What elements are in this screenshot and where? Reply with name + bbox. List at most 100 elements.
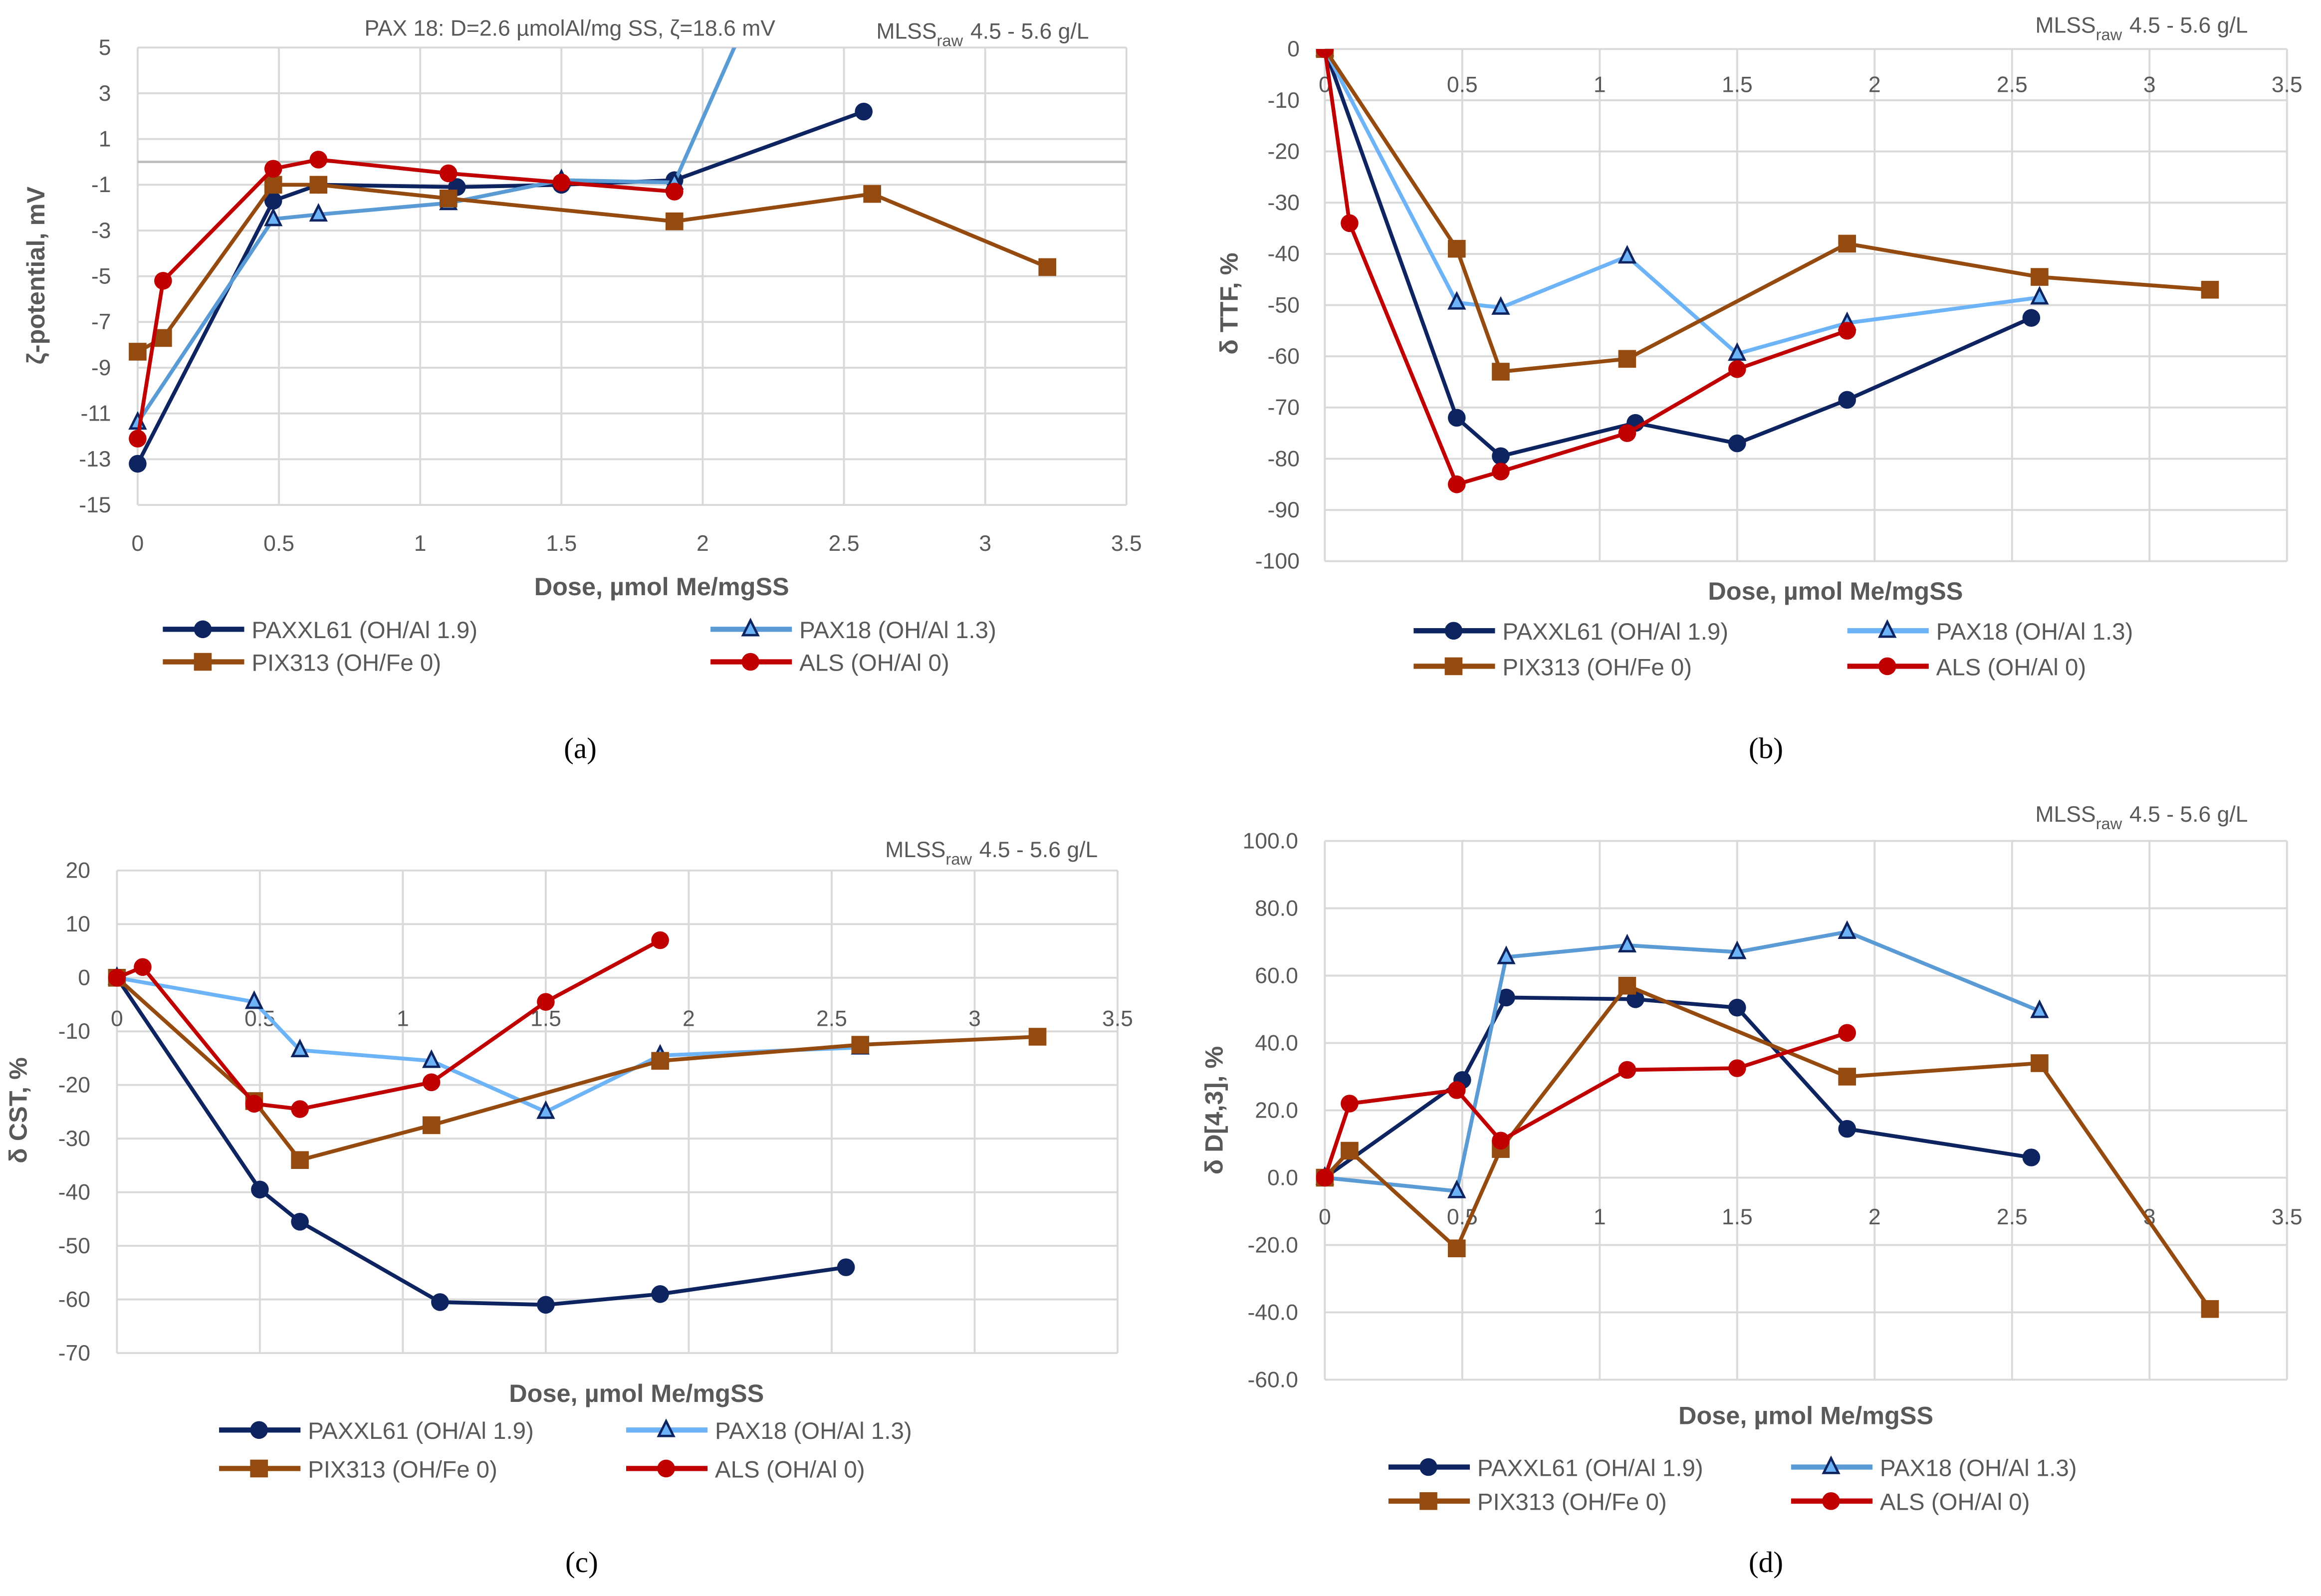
data-point (1447, 291, 1466, 310)
data-point (1316, 49, 1334, 58)
data-point (431, 1293, 449, 1311)
data-point (1728, 998, 1746, 1017)
x-axis-label: Dose, µmol Me/mgSS (1708, 577, 1963, 605)
y-tick-label: 60.0 (1255, 963, 1298, 988)
x-tick-label: 3.5 (2272, 72, 2303, 97)
legend-marker (1419, 1458, 1437, 1476)
data-point (422, 1116, 441, 1135)
legend-label: PIX313 (OH/Fe 0) (308, 1456, 497, 1483)
data-point (1341, 1095, 1359, 1113)
y-axis-label: δ CST, % (3, 1057, 32, 1163)
data-point (665, 212, 684, 230)
data-point (1497, 988, 1515, 1007)
data-point (244, 990, 264, 1009)
legend-label: ALS (OH/Al 0) (1936, 654, 2087, 681)
legend-label: PAXXL61 (OH/Al 1.9) (1477, 1455, 1703, 1481)
x-axis-label: Dose, µmol Me/mgSS (534, 572, 789, 601)
legend-marker (194, 620, 212, 639)
x-tick-label: 3.5 (2272, 1205, 2303, 1229)
data-point (851, 1036, 870, 1054)
x-axis-label: Dose, µmol Me/mgSS (509, 1379, 764, 1407)
data-point (1728, 360, 1746, 378)
y-tick-label: 20.0 (1255, 1098, 1298, 1123)
data-point (2201, 1300, 2219, 1318)
legend-marker (1419, 1492, 1437, 1510)
mlss-subscript: raw (2096, 814, 2122, 833)
data-point (129, 430, 147, 448)
series-line-pix313 (1323, 983, 2212, 1310)
x-tick-label: 0 (111, 1006, 123, 1031)
x-tick-label: 0 (1319, 1205, 1331, 1229)
y-tick-label: 5 (99, 35, 111, 60)
legend-label: PAX18 (OH/Al 1.3) (715, 1418, 912, 1444)
x-tick-label: 1.5 (546, 531, 577, 556)
data-point (665, 183, 684, 201)
plot-area (128, 47, 1057, 473)
data-point (651, 1285, 669, 1303)
data-point (2030, 286, 2049, 305)
series-line-pax18 (116, 976, 861, 1114)
data-point (1618, 350, 1636, 368)
y-tick-label: 10 (65, 912, 90, 936)
series-line-paxxl61 (115, 976, 847, 1307)
legend-marker (1822, 1455, 1841, 1474)
data-point (251, 1180, 269, 1199)
data-point (855, 102, 873, 121)
legend-marker (657, 1418, 676, 1437)
mlss-label: MLSS (885, 838, 945, 862)
mlss-subscript: raw (2096, 25, 2122, 43)
legend-marker (1444, 622, 1463, 640)
series-line-pax18 (136, 47, 736, 424)
chart-title: PAX 18: D=2.6 µmolAl/mg SS, ζ=18.6 mV (364, 16, 775, 41)
y-tick-label: -1 (91, 173, 111, 197)
x-tick-label: 1 (1594, 1205, 1606, 1229)
legend-label: ALS (OH/Al 0) (1880, 1489, 2030, 1516)
data-point (1447, 1179, 1466, 1198)
series-line-paxxl61 (1324, 995, 2032, 1179)
legend-marker (1822, 1492, 1840, 1510)
y-tick-label: 0 (1287, 37, 1300, 61)
data-point (1838, 1024, 1856, 1042)
data-point (154, 272, 172, 290)
data-point (1838, 920, 1857, 939)
legend-marker (1878, 657, 1896, 676)
data-point (651, 1052, 669, 1070)
x-tick-label: 1 (414, 531, 427, 556)
series-line-pix313 (1323, 49, 2210, 374)
legend-marker (1444, 657, 1463, 676)
y-tick-label: 40.0 (1255, 1031, 1298, 1055)
y-tick-label: 80.0 (1255, 896, 1298, 920)
y-tick-label: -7 (91, 310, 111, 334)
y-tick-label: -50 (1268, 293, 1300, 317)
data-point (552, 173, 571, 192)
data-point (264, 207, 283, 227)
data-point (1447, 475, 1466, 493)
data-point (291, 1100, 309, 1118)
x-tick-label: 1 (397, 1006, 409, 1031)
data-point (1028, 1028, 1047, 1046)
data-point (1316, 1168, 1334, 1187)
y-axis-label: δ D[4,3], % (1200, 1046, 1228, 1175)
y-tick-label: 0.0 (1267, 1165, 1298, 1190)
data-point (1618, 933, 1637, 953)
data-point (1838, 322, 1856, 340)
y-tick-label: 20 (65, 859, 90, 883)
legend-marker (194, 653, 212, 671)
legend-label: PIX313 (OH/Fe 0) (1477, 1489, 1667, 1516)
panel-caption: (d) (1749, 1546, 1783, 1579)
x-tick-label: 1.5 (1722, 72, 1753, 97)
x-tick-label: 3.5 (1111, 531, 1142, 556)
data-point (1618, 424, 1636, 442)
x-tick-label: 0.5 (263, 531, 294, 556)
plot-area (1315, 49, 2219, 493)
data-point (2022, 1148, 2041, 1166)
legend-label: ALS (OH/Al 0) (799, 650, 949, 676)
y-tick-label: -5 (91, 264, 111, 289)
data-point (439, 164, 458, 183)
data-point (309, 151, 328, 169)
y-tick-label: -13 (79, 447, 111, 471)
legend-marker (1878, 619, 1897, 638)
data-point (1728, 1059, 1746, 1077)
data-point (290, 1038, 309, 1058)
legend-label: PIX313 (OH/Fe 0) (251, 650, 441, 676)
